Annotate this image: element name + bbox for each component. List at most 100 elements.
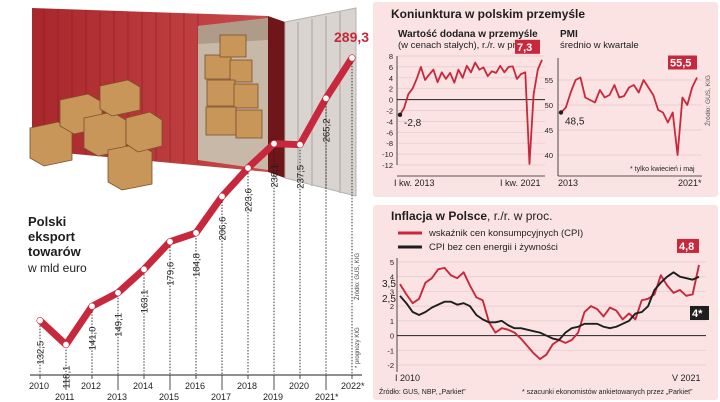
industry-y-tick: -12: [382, 161, 393, 170]
inflation-section: Inflacja w Polsce, r./r. w proc. wskaźni…: [379, 209, 709, 396]
pmi-y-tick: 40: [545, 151, 553, 160]
export-value-label: 206,6: [218, 217, 229, 241]
export-point: [193, 230, 199, 236]
export-point: [219, 193, 225, 200]
export-value-label: 149,1: [114, 313, 125, 337]
pmi-x-label-end: 2021*: [678, 178, 702, 188]
export-x-label: 2022*: [341, 381, 365, 391]
export-x-label: 2011: [55, 392, 74, 402]
export-value-label: 118,1: [62, 366, 73, 389]
export-value-label: 237,5: [296, 165, 307, 189]
export-x-label: 2020: [289, 381, 309, 391]
pmi-last-label: 55,5: [670, 58, 691, 70]
export-value-label: 223,6: [244, 188, 255, 212]
pmi-y-tick: 45: [545, 126, 553, 135]
export-value-label: 132,5: [36, 341, 47, 365]
inflation-title-unit: , r./r. w proc.: [487, 209, 552, 223]
industry-y-tick: -8: [386, 139, 393, 148]
industry-y-tick: -4: [386, 117, 393, 126]
inflation-footnote: * szacunki ekonomistów ankietowanych prz…: [522, 389, 693, 396]
export-point: [115, 289, 121, 296]
export-x-label: 2016: [185, 381, 205, 391]
inflation-y-tick: -1: [387, 346, 394, 355]
inflation-start-label-cpi: 3,5: [382, 279, 396, 290]
export-chart: 132,5 118,1 141,0 149,1 163,1 179,6 184,8 206,6…: [27, 29, 369, 402]
industry-chart-title: Wartość dodana w przemyśle: [398, 29, 538, 40]
industry-y-tick: -6: [386, 128, 393, 137]
inflation-y-tick: 2: [390, 302, 394, 311]
export-footnote: * prognozy KIG: [355, 327, 361, 368]
inflation-x-label-end: V 2021: [672, 373, 701, 383]
inflation-cpi-badge: [677, 238, 699, 253]
export-value-label: 163,1: [140, 290, 151, 314]
export-title-line-1: Polski: [28, 214, 66, 229]
inflation-title-main: Inflacja w Polsce: [391, 209, 487, 223]
inflation-panel: [373, 205, 718, 400]
pmi-footnote: * tylko kwiecień i maj: [630, 166, 695, 173]
industry-y-tick: -2: [386, 107, 393, 116]
inflation-y-tick: -2: [387, 361, 394, 370]
inflation-y-tick: 3: [390, 287, 394, 296]
industry-chart: 8 6 4 2 0 -2-4 -6 -8 -10 -12 -2,8 7,3 I kw. 2013 I kw…: [382, 39, 545, 188]
export-value-label: 184,8: [192, 253, 203, 277]
export-x-label: 2010: [29, 381, 49, 391]
inflation-cpi-line: [399, 264, 700, 361]
export-unit: w mld euro: [27, 261, 87, 275]
pmi-first-point: [558, 110, 564, 115]
pmi-chart: 55 50 45 40 48,5 55,5 2013 2021*: [545, 55, 702, 188]
inflation-start-label-core: 2,5: [382, 294, 396, 305]
industry-y-tick: 6: [389, 63, 393, 72]
pmi-x-label-start: 2013: [558, 178, 578, 188]
inflation-source: Źródło: GUS, NBP, „Parkiet”: [379, 387, 466, 396]
industry-first-point: [397, 112, 403, 118]
pmi-last-badge: [668, 55, 697, 70]
export-value-label: 179,6: [166, 262, 177, 286]
industry-y-tick: 8: [389, 52, 393, 61]
export-x-label: 2013: [107, 392, 127, 402]
export-point: [63, 341, 69, 348]
inflation-core-last-label: 4*: [692, 308, 703, 320]
export-x-label: 2018: [237, 381, 257, 391]
export-x-label: 2021*: [315, 392, 339, 402]
export-title-line-2: eksport: [28, 229, 76, 244]
industry-y-tick: 4: [389, 74, 393, 83]
inflation-core-badge: [690, 306, 709, 320]
inflation-y-tick: 5: [390, 258, 394, 267]
inflation-title: Inflacja w Polsce, r./r. w proc.: [391, 209, 552, 223]
export-point: [245, 165, 251, 171]
export-point: [89, 303, 95, 310]
container-illustration: [29, 7, 357, 197]
export-value-label-last: 289,3: [334, 29, 369, 45]
inflation-y-tick: 0: [390, 332, 394, 341]
industry-panel: [373, 2, 718, 197]
industry-y-tick: -10: [382, 150, 393, 159]
export-x-label: 2015: [159, 392, 179, 402]
export-value-label: 265,2: [322, 119, 333, 143]
industry-x-label-start: I kw. 2013: [394, 178, 435, 188]
industry-section-title: Koniunktura w polskim przemyśle: [391, 7, 585, 21]
export-x-label: 2017: [211, 392, 231, 402]
export-value-label: 141,0: [88, 327, 99, 351]
export-point: [167, 238, 173, 245]
inflation-y-tick: 1: [390, 317, 394, 326]
industry-x-label-end: I kw. 2021: [500, 178, 541, 188]
pmi-chart-title: PMI: [560, 29, 578, 40]
legend-cpi-label: wskaźnik cen konsumpcyjnych (CPI): [428, 228, 583, 239]
inflation-y-tick: 4: [390, 273, 394, 282]
inflation-cpi-last-label: 4,8: [679, 241, 694, 253]
industry-series-line: [399, 59, 543, 165]
export-point: [37, 317, 43, 324]
export-title-line-3: towarów: [28, 244, 82, 259]
industry-last-label: 7,3: [517, 42, 532, 54]
industry-section: Koniunktura w polskim przemyśle Wartość …: [382, 7, 712, 188]
industry-y-tick: 2: [389, 85, 393, 94]
industry-chart-subtitle: (w cenach stałych), r./r. w proc.: [398, 40, 528, 51]
industry-last-badge: [515, 39, 540, 54]
pmi-y-tick: 50: [545, 101, 553, 110]
export-point: [271, 140, 277, 147]
pmi-chart-subtitle: średnio w kwartale: [560, 40, 639, 51]
export-point: [349, 55, 355, 61]
export-source: Źródło: GUS, KIG: [354, 253, 361, 300]
export-point: [323, 95, 329, 102]
